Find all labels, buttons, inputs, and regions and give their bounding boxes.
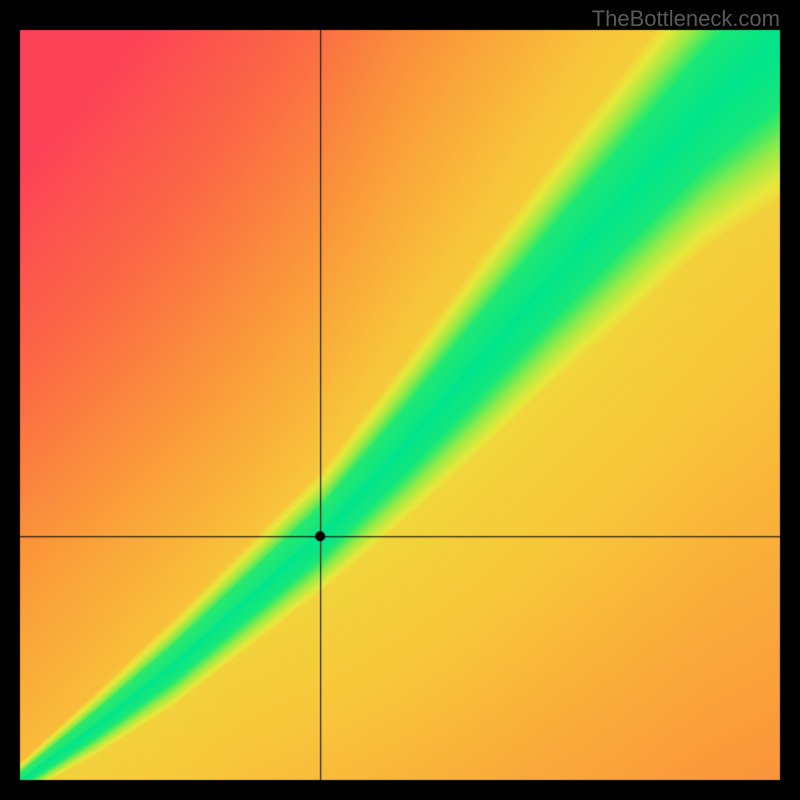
- heatmap-canvas: [0, 0, 800, 800]
- chart-container: TheBottleneck.com: [0, 0, 800, 800]
- watermark-text: TheBottleneck.com: [592, 6, 780, 32]
